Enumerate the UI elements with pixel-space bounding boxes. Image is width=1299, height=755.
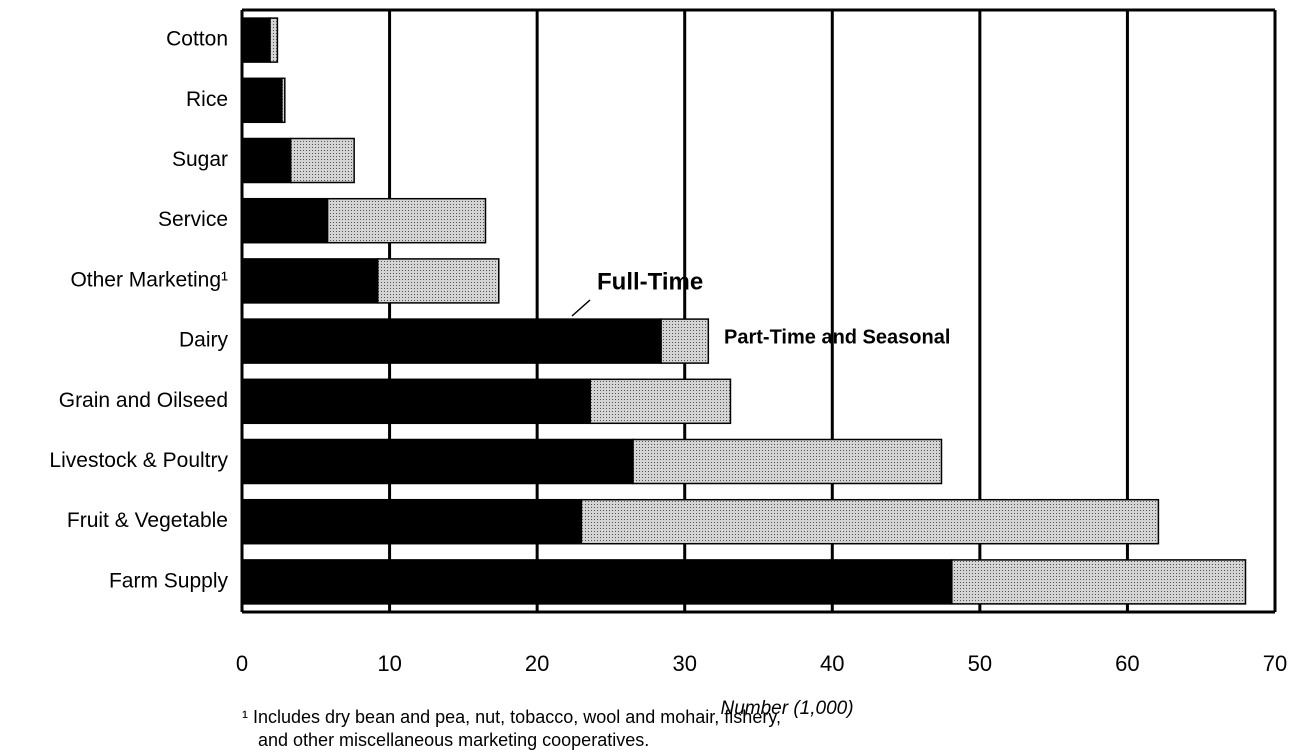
footnote: and other miscellaneous marketing cooper… [258,730,649,750]
x-tick-label: 0 [236,651,248,676]
x-tick-label: 40 [820,651,844,676]
bar [241,559,953,605]
bar [241,378,592,425]
bar [377,258,500,304]
footnote: ¹ Includes dry bean and pea, nut, tobacc… [242,707,781,727]
x-tick-label: 10 [377,651,401,676]
bar [632,438,943,485]
bar [241,77,283,124]
bar [241,438,634,485]
bar [951,559,1247,605]
x-tick-label: 30 [672,651,696,676]
bar [241,498,583,545]
y-tick-label: Grain and Oilseed [59,389,228,412]
legend-label: Full-Time [597,268,703,295]
bar [241,318,662,364]
row-gap [244,132,1273,188]
row-gap [244,12,1273,68]
bar [241,197,329,244]
bar [241,258,379,304]
leader-line [571,299,591,317]
y-tick-label: Fruit & Vegetable [67,509,228,532]
bar [326,197,487,244]
bar [269,17,279,63]
row-gap [244,72,1273,128]
y-tick-label: Livestock & Poultry [49,449,228,472]
bar [580,498,1160,545]
y-tick-label: Farm Supply [109,569,229,592]
x-tick-label: 60 [1115,651,1139,676]
x-tick-label: 20 [525,651,549,676]
y-tick-label: Rice [186,88,228,111]
bar [241,137,292,184]
y-tick-label: Service [158,208,228,231]
y-tick-label: Cotton [166,28,228,51]
y-tick-label: Sugar [172,148,228,171]
x-tick-label: 50 [968,651,992,676]
x-axis-title: Number (1,000) [720,698,853,719]
bar [289,137,355,184]
y-tick-label: Other Marketing¹ [70,268,228,291]
x-tick-label: 70 [1263,651,1287,676]
bar [589,378,732,425]
bar [241,17,271,63]
legend-label: Part-Time and Seasonal [724,326,950,348]
bar [281,77,286,124]
bar [660,318,710,364]
y-tick-label: Dairy [179,329,229,352]
